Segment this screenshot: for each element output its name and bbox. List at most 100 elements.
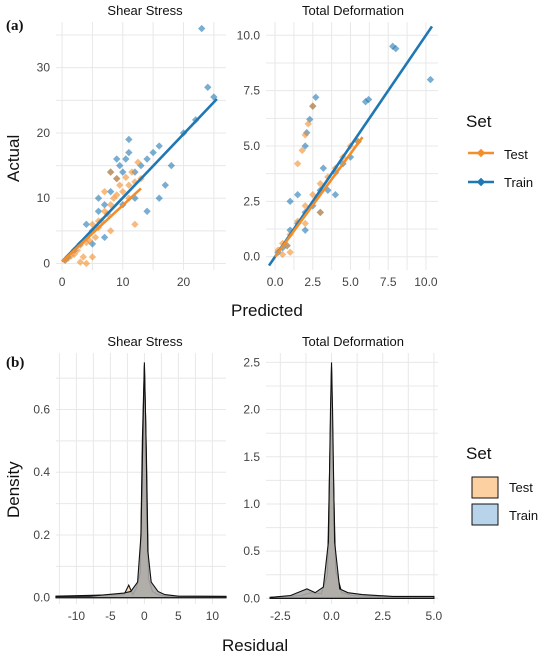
data-point-test [316,208,324,217]
x-tick-label: 2.5 [374,609,391,623]
data-point-train [364,95,373,104]
data-point-train [198,24,206,33]
data-point-test [100,188,109,196]
data-point-test [113,191,121,199]
x-tick-label: 5 [175,609,182,623]
y-tick-label: 0.0 [243,591,260,605]
data-point-test [309,102,317,110]
data-point-train [82,220,91,228]
data-point-train [149,148,157,157]
data-point-test [304,120,312,128]
data-point-train [319,164,328,172]
x-tick-label: 5.0 [342,275,359,289]
data-point-test [116,181,124,189]
plot-shear-stress-a: 0 10 20 0 10 20 30 [37,22,226,289]
legend-label-train-a: Train [504,175,534,190]
data-point-test [131,220,139,228]
legend-keys-b [471,476,499,526]
facet-title-total-deformation-b: Total Deformation [302,334,404,349]
data-point-test [88,253,97,261]
y-tick-label: 5.0 [243,139,260,153]
x-tick-label: -5 [105,609,116,623]
data-point-train [294,191,302,199]
data-point-train [167,161,176,170]
x-tick-label: 20 [177,275,191,289]
x-tick-label: 0.0 [267,275,284,289]
plot-total-deformation-a: 0.0 2.5 5.0 7.5 10.0 0.0 2.5 5.0 7.5 10.0 [237,22,438,289]
legend-title-a: Set [466,112,492,131]
fit-line-test [61,187,142,263]
data-point-train [286,197,294,206]
density-area-train [269,362,435,599]
x-tick-label: 7.5 [380,275,397,289]
y-tick-label: 0.6 [33,402,50,416]
y-tick-label: 30 [37,61,51,75]
data-point-test [294,160,302,168]
y-tick-label: 1.5 [243,450,260,464]
fit-line-test [274,136,364,258]
y-tick-label: 1.0 [243,497,260,511]
y-tick-label: 2.0 [243,403,260,417]
y-axis-title-a: Actual [4,134,23,182]
legend-key-test-b [471,476,499,499]
facet-title-shear-stress-b: Shear Stress [107,334,183,349]
y-tick-label: 0.5 [243,544,260,558]
data-point-test [286,248,294,256]
plot-total-deformation-b: -2.5 0.0 2.5 5.0 0.0 0.5 1.0 1.5 2.0 2.5 [243,353,443,623]
y-tick-label: 2.5 [243,355,260,369]
data-point-train [113,155,121,163]
y-tick-label: 0.0 [33,591,50,605]
x-tick-label: 0 [59,275,66,289]
plot-shear-stress-b: -10 -5 0 5 10 0.0 0.2 0.4 0.6 [33,353,227,623]
data-point-train [301,226,309,234]
data-point-train [426,75,435,84]
data-point-test [106,227,115,235]
data-point-train [125,135,133,144]
data-point-test [278,250,287,259]
data-point-test [298,146,306,155]
x-tick-label: 10.0 [414,275,438,289]
data-point-test [125,181,133,189]
legend-label-train-b: Train [509,508,539,523]
x-tick-label: -10 [68,609,86,623]
legend-keys-a [468,148,494,187]
facet-title-shear-stress-a: Shear Stress [107,3,183,18]
data-point-train [94,207,103,215]
legend-label-test-a: Test [504,147,528,162]
data-point-train [143,207,151,215]
data-point-train [122,155,130,163]
legend-label-test-b: Test [509,480,533,495]
data-point-train [155,194,163,202]
y-tick-label: 20 [37,126,51,140]
panel-letter-a: (a) [6,18,24,34]
data-point-train [100,233,109,242]
x-tick-label: 10 [206,609,220,623]
data-point-test [82,259,91,268]
y-tick-label: 0.2 [33,528,50,542]
plots-layer: 0 10 20 0 10 20 30 0.0 2.5 5.0 7.5 10.0 0.0 2.5 5.0 7.5… [33,22,499,623]
data-point-test [113,174,121,183]
y-tick-label: 2.5 [243,194,260,208]
data-point-train [125,148,133,157]
y-tick-label: 10 [37,191,51,205]
y-tick-label: 0.0 [243,250,260,264]
data-point-train [161,181,169,189]
facet-title-total-deformation-a: Total Deformation [302,3,404,18]
x-tick-label: -2.5 [270,609,291,623]
data-point-train [155,142,163,150]
data-point-test [79,253,87,261]
data-point-train [94,194,103,202]
x-tick-label: 0 [141,609,148,623]
legend-title-b: Set [466,444,492,463]
legend-key-train-a-marker [476,177,486,187]
y-axis-title-b: Density [4,461,23,518]
data-point-test [91,233,100,242]
data-point-train [119,168,127,176]
y-tick-label: 10.0 [237,28,261,42]
x-axis-title-b: Residual [222,636,289,655]
x-axis-title-a: Predicted [231,301,303,320]
y-tick-label: 7.5 [243,84,260,98]
x-tick-label: 10 [116,275,130,289]
y-tick-label: 0.4 [33,465,50,479]
density-area-test [269,367,435,599]
